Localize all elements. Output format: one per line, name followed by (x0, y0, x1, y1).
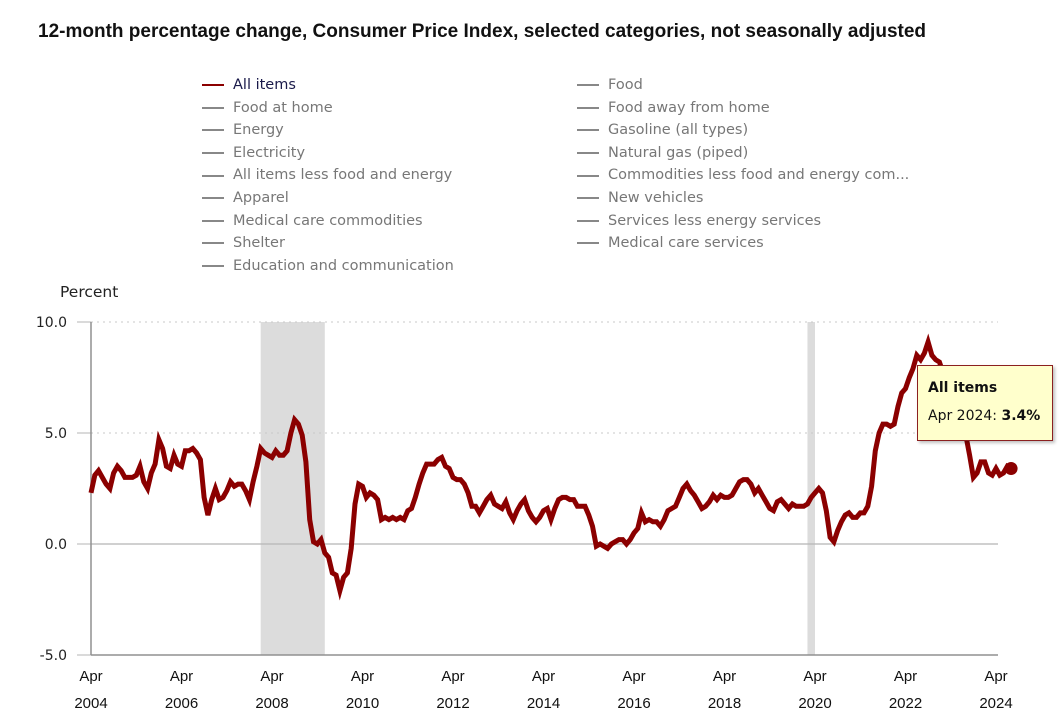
legend-label: Services less energy services (608, 212, 822, 229)
legend-item[interactable]: All items (202, 74, 454, 97)
legend-item[interactable]: Commodities less food and energy com... (577, 164, 909, 187)
chart-title: 12-month percentage change, Consumer Pri… (38, 21, 927, 42)
legend-label: All items (233, 77, 296, 93)
legend-item[interactable]: Apparel (202, 187, 454, 210)
x-tick-month: Apr (894, 668, 917, 685)
legend-label: Electricity (233, 144, 306, 161)
tooltip-value: 3.4% (1001, 408, 1041, 424)
x-tick-year: 2012 (436, 695, 469, 712)
legend-swatch-icon (577, 106, 599, 109)
series-group (88, 333, 1018, 601)
legend-item[interactable]: Energy (202, 119, 454, 142)
x-tick-month: Apr (803, 668, 826, 685)
legend-swatch-icon (577, 242, 599, 245)
legend-swatch-icon (202, 106, 224, 109)
legend-column-right: Food Food away from home Gasoline (all typ… (577, 74, 909, 255)
legend-label: Food at home (233, 99, 333, 116)
x-tick-month: Apr (170, 668, 193, 685)
legend-label: Apparel (233, 189, 289, 206)
legend-item[interactable]: New vehicles (577, 187, 909, 210)
legend-swatch-icon (577, 84, 599, 87)
legend-item[interactable]: Food away from home (577, 97, 909, 120)
legend-label: Shelter (233, 235, 285, 252)
recession-shading-group (260, 322, 815, 655)
legend-label: Food (608, 77, 643, 93)
legend-swatch-icon (202, 197, 224, 200)
legend-label: New vehicles (608, 189, 704, 206)
x-tick-month: Apr (260, 668, 283, 685)
legend-item[interactable]: Medical care commodities (202, 210, 454, 233)
legend-swatch-icon (577, 129, 599, 132)
x-tick-year: 2016 (617, 695, 650, 712)
legend-item[interactable]: Education and communication (202, 255, 454, 278)
legend-item[interactable]: Food at home (202, 97, 454, 120)
legend-item[interactable]: Natural gas (piped) (577, 142, 909, 165)
legend-label: Commodities less food and energy com... (608, 167, 910, 184)
x-tick-year: 2018 (708, 695, 741, 712)
legend-item[interactable]: Services less energy services (577, 210, 909, 233)
legend-swatch-icon (202, 174, 224, 177)
legend-swatch-icon (202, 219, 224, 222)
legend-label: Food away from home (608, 99, 770, 116)
tooltip-date: Apr 2024: (928, 408, 1002, 424)
legend-label: Medical care services (608, 235, 764, 252)
x-tick-year: 2020 (798, 695, 831, 712)
legend-column-left: All items Food at home Energy Electricity Al… (202, 74, 454, 277)
x-tick-month: Apr (713, 668, 736, 685)
x-tick-month: Apr (441, 668, 464, 685)
y-tick-labels: 10.0 5.0 0.0 -5.0 (36, 315, 67, 664)
legend-item[interactable]: Shelter (202, 232, 454, 255)
x-tick-year: 2004 (74, 695, 107, 712)
x-tick-year: 2006 (165, 695, 198, 712)
legend-label: All items less food and energy (233, 167, 453, 184)
legend-swatch-icon (202, 129, 224, 132)
legend-item[interactable]: Gasoline (all types) (577, 119, 909, 142)
legend-swatch-icon (577, 152, 599, 155)
legend-label: Gasoline (all types) (608, 122, 749, 139)
recession-band (807, 322, 815, 655)
x-tick-labels: Apr 2004 Apr 2006 Apr 2008 Apr 2010 Apr 2012 Apr 20… (74, 668, 1012, 712)
legend-swatch-icon (202, 152, 224, 155)
tooltip-title: All items (928, 380, 998, 396)
gridlines (77, 321, 998, 656)
x-tick-month: Apr (622, 668, 645, 685)
legend-swatch-icon (577, 219, 599, 222)
legend-label: Education and communication (233, 257, 454, 274)
x-tick-year: 2024 (979, 695, 1012, 712)
legend-label: Medical care commodities (233, 212, 423, 229)
y-tick-label: -5.0 (40, 648, 67, 664)
y-tick-label: 5.0 (45, 426, 67, 442)
x-tick-year: 2010 (346, 695, 379, 712)
legend-item[interactable]: All items less food and energy (202, 164, 454, 187)
x-tick-month: Apr (79, 668, 102, 685)
tooltip-body: Apr 2024: 3.4% (928, 408, 1040, 424)
y-axis-label: Percent (60, 283, 119, 301)
legend-item[interactable]: Food (577, 74, 909, 97)
legend-swatch-icon (202, 84, 224, 87)
recession-band (260, 322, 325, 655)
legend-label: Energy (233, 122, 284, 139)
series-line-all-items (88, 333, 1013, 601)
highlighted-data-point (1004, 462, 1018, 476)
x-tick-month: Apr (351, 668, 374, 685)
x-tick-year: 2014 (527, 695, 560, 712)
legend-item[interactable]: Medical care services (577, 232, 909, 255)
legend-item[interactable]: Electricity (202, 142, 454, 165)
y-tick-label: 10.0 (36, 315, 67, 331)
legend-swatch-icon (202, 265, 224, 268)
x-tick-year: 2008 (255, 695, 288, 712)
legend-swatch-icon (577, 197, 599, 200)
x-tick-year: 2022 (889, 695, 922, 712)
legend-swatch-icon (202, 242, 224, 245)
tooltip: All items Apr 2024: 3.4% (917, 365, 1053, 441)
y-tick-label: 0.0 (45, 537, 67, 553)
x-tick-month: Apr (984, 668, 1007, 685)
legend-swatch-icon (577, 174, 599, 177)
legend-label: Natural gas (piped) (608, 144, 749, 161)
x-tick-month: Apr (532, 668, 555, 685)
